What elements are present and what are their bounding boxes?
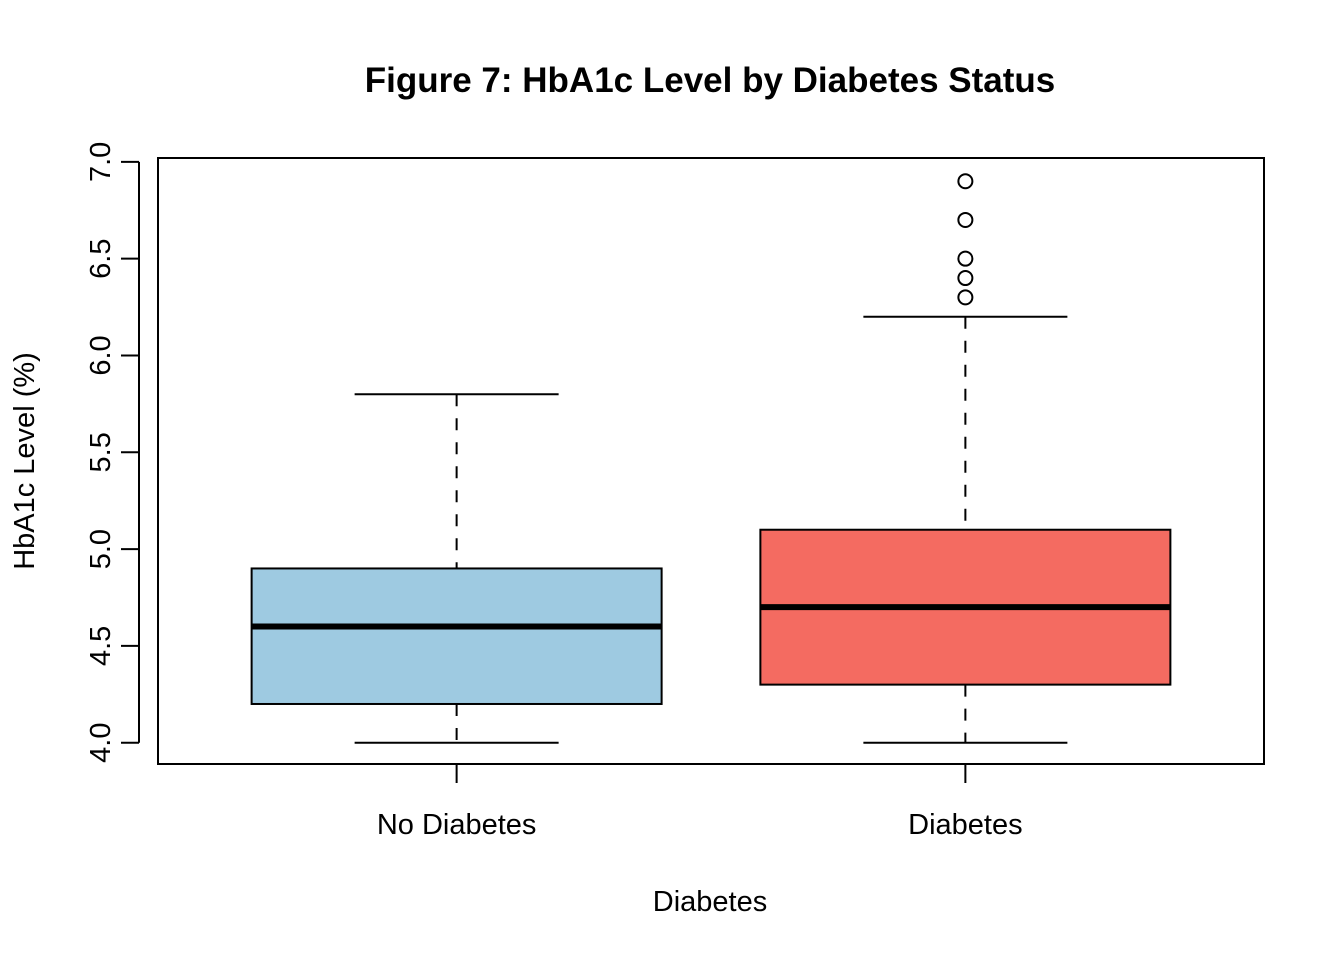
plot-frame [157,157,1265,765]
y-tick-label: 4.5 [85,626,117,666]
y-tick-label: 5.5 [85,432,117,472]
x-axis: No Diabetes Diabetes [377,764,1023,841]
outlier-point [957,289,974,306]
outlier-point [957,211,974,228]
y-tick-label: 5.0 [85,529,117,569]
y-tick-label: 7.0 [85,142,117,182]
box-1 [759,173,1172,744]
chart-title: Figure 7: HbA1c Level by Diabetes Status [365,61,1055,100]
outlier-point [957,173,974,190]
outlier-point [957,250,974,267]
boxes-group [250,173,1172,744]
iqr-box [250,567,663,705]
y-axis-label: HbA1c Level (%) [9,352,41,570]
y-tick-label: 6.5 [85,239,117,279]
x-tick-label: Diabetes [908,809,1022,841]
box-0 [250,393,663,744]
x-tick-label: No Diabetes [377,809,537,841]
y-axis: 4.0 4.5 5.0 5.5 6.0 6.5 7.0 [85,142,140,763]
outlier-point [957,270,974,287]
y-tick-label: 4.0 [85,723,117,763]
y-tick-label: 6.0 [85,335,117,375]
x-axis-label: Diabetes [653,886,767,918]
